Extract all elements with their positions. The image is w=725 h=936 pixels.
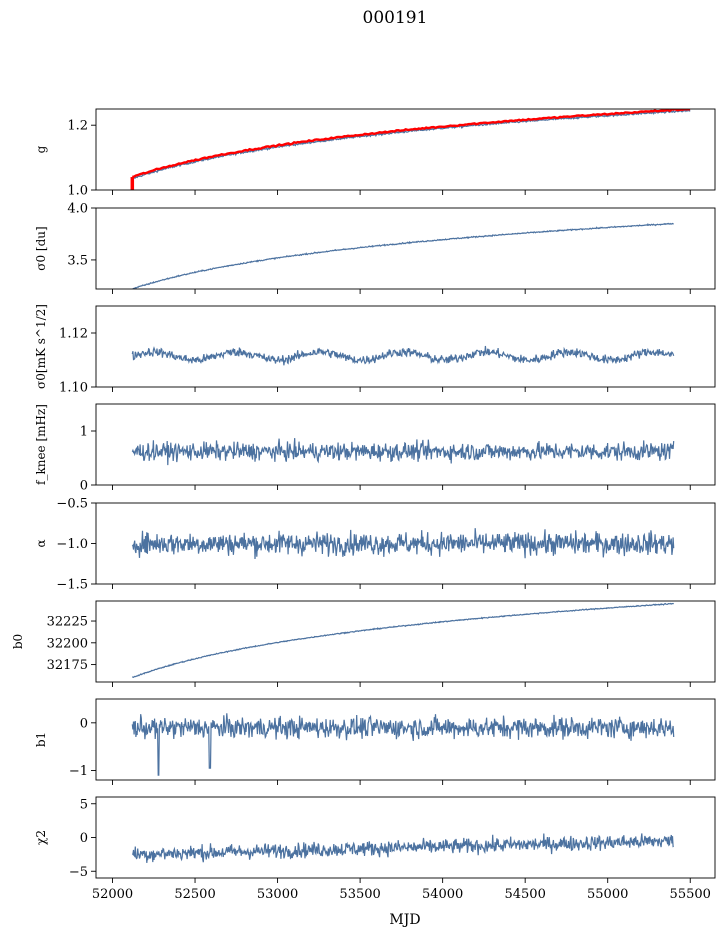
panel-b1: −1 0 b1 [34,698,716,785]
series-line [131,345,675,366]
series-line [131,833,674,863]
y-tick-label: 1.2 [67,119,88,134]
y-tick-label: 1.12 [59,327,88,342]
x-tick-label: 54000 [422,887,463,902]
figure-title: 000191 [363,8,428,28]
y-tick-label: −1.0 [56,537,88,552]
panel-frame [95,108,716,191]
panel-fknee: 0 1 f_knee [mHz] [34,403,716,494]
y-tick-label: −1.5 [56,578,88,593]
y-tick-label: 5 [80,797,88,812]
y-tick-label: 0 [80,831,88,846]
y-axis-label: b1 [34,732,48,747]
y-tick-label: −1 [69,764,88,779]
y-tick-label: 32225 [47,615,88,630]
x-tick-label: 55000 [587,887,628,902]
series-line [132,109,691,180]
series-line [131,222,674,289]
y-axis-label: α [34,539,48,547]
panel-frame [95,600,716,683]
panel-frame [95,403,716,486]
x-tick-label: 53000 [257,887,298,902]
panel-alpha: −1.5 −1.0 −0.5 α [34,497,716,593]
y-axis-label: σ0[mK s^1/2] [34,304,48,389]
y-axis-label: g [34,145,48,153]
y-tick-label: 4.0 [67,202,88,217]
fit-line [132,109,691,179]
x-tick-label: 55500 [670,887,711,902]
x-tick-label: 54500 [504,887,545,902]
panel-frame [95,305,716,388]
y-axis-label: f_knee [mHz] [34,404,48,485]
y-tick-label: 0 [80,716,88,731]
panel-b0: 32175 32200 32225 b0 [11,600,716,687]
y-tick-label: 1.10 [59,381,88,396]
series-line [131,713,675,776]
y-tick-label: 32175 [47,658,88,673]
y-axis-label: σ0 [du] [34,226,48,270]
x-axis-label: MJD [389,912,420,928]
y-tick-label: 1 [80,425,88,440]
series-line [131,602,674,678]
panel-sigma0_mk: 1.10 1.12 σ0[mK s^1/2] [34,304,716,396]
y-tick-label: 1.0 [67,184,88,199]
panel-g: 1.0 1.2 g [34,108,716,199]
series-line [131,438,675,466]
series-line [131,528,675,560]
y-tick-label: −5 [69,865,88,880]
panel-sigma0_du: 3.5 4.0 σ0 [du] [34,202,716,294]
y-tick-label: 3.5 [67,253,88,268]
x-tick-label: 52500 [174,887,215,902]
panel-frame [95,698,716,781]
panel-frame [95,207,716,290]
y-axis-label: χ2 [34,830,48,845]
y-tick-label: −0.5 [56,497,88,512]
panel-chi2: −5 0 5 χ2 [34,796,716,883]
x-tick-label: 53500 [339,887,380,902]
y-tick-label: 0 [80,479,88,494]
x-tick-label: 52000 [92,887,133,902]
y-tick-label: 32200 [47,636,88,651]
y-axis-label: b0 [11,634,25,649]
